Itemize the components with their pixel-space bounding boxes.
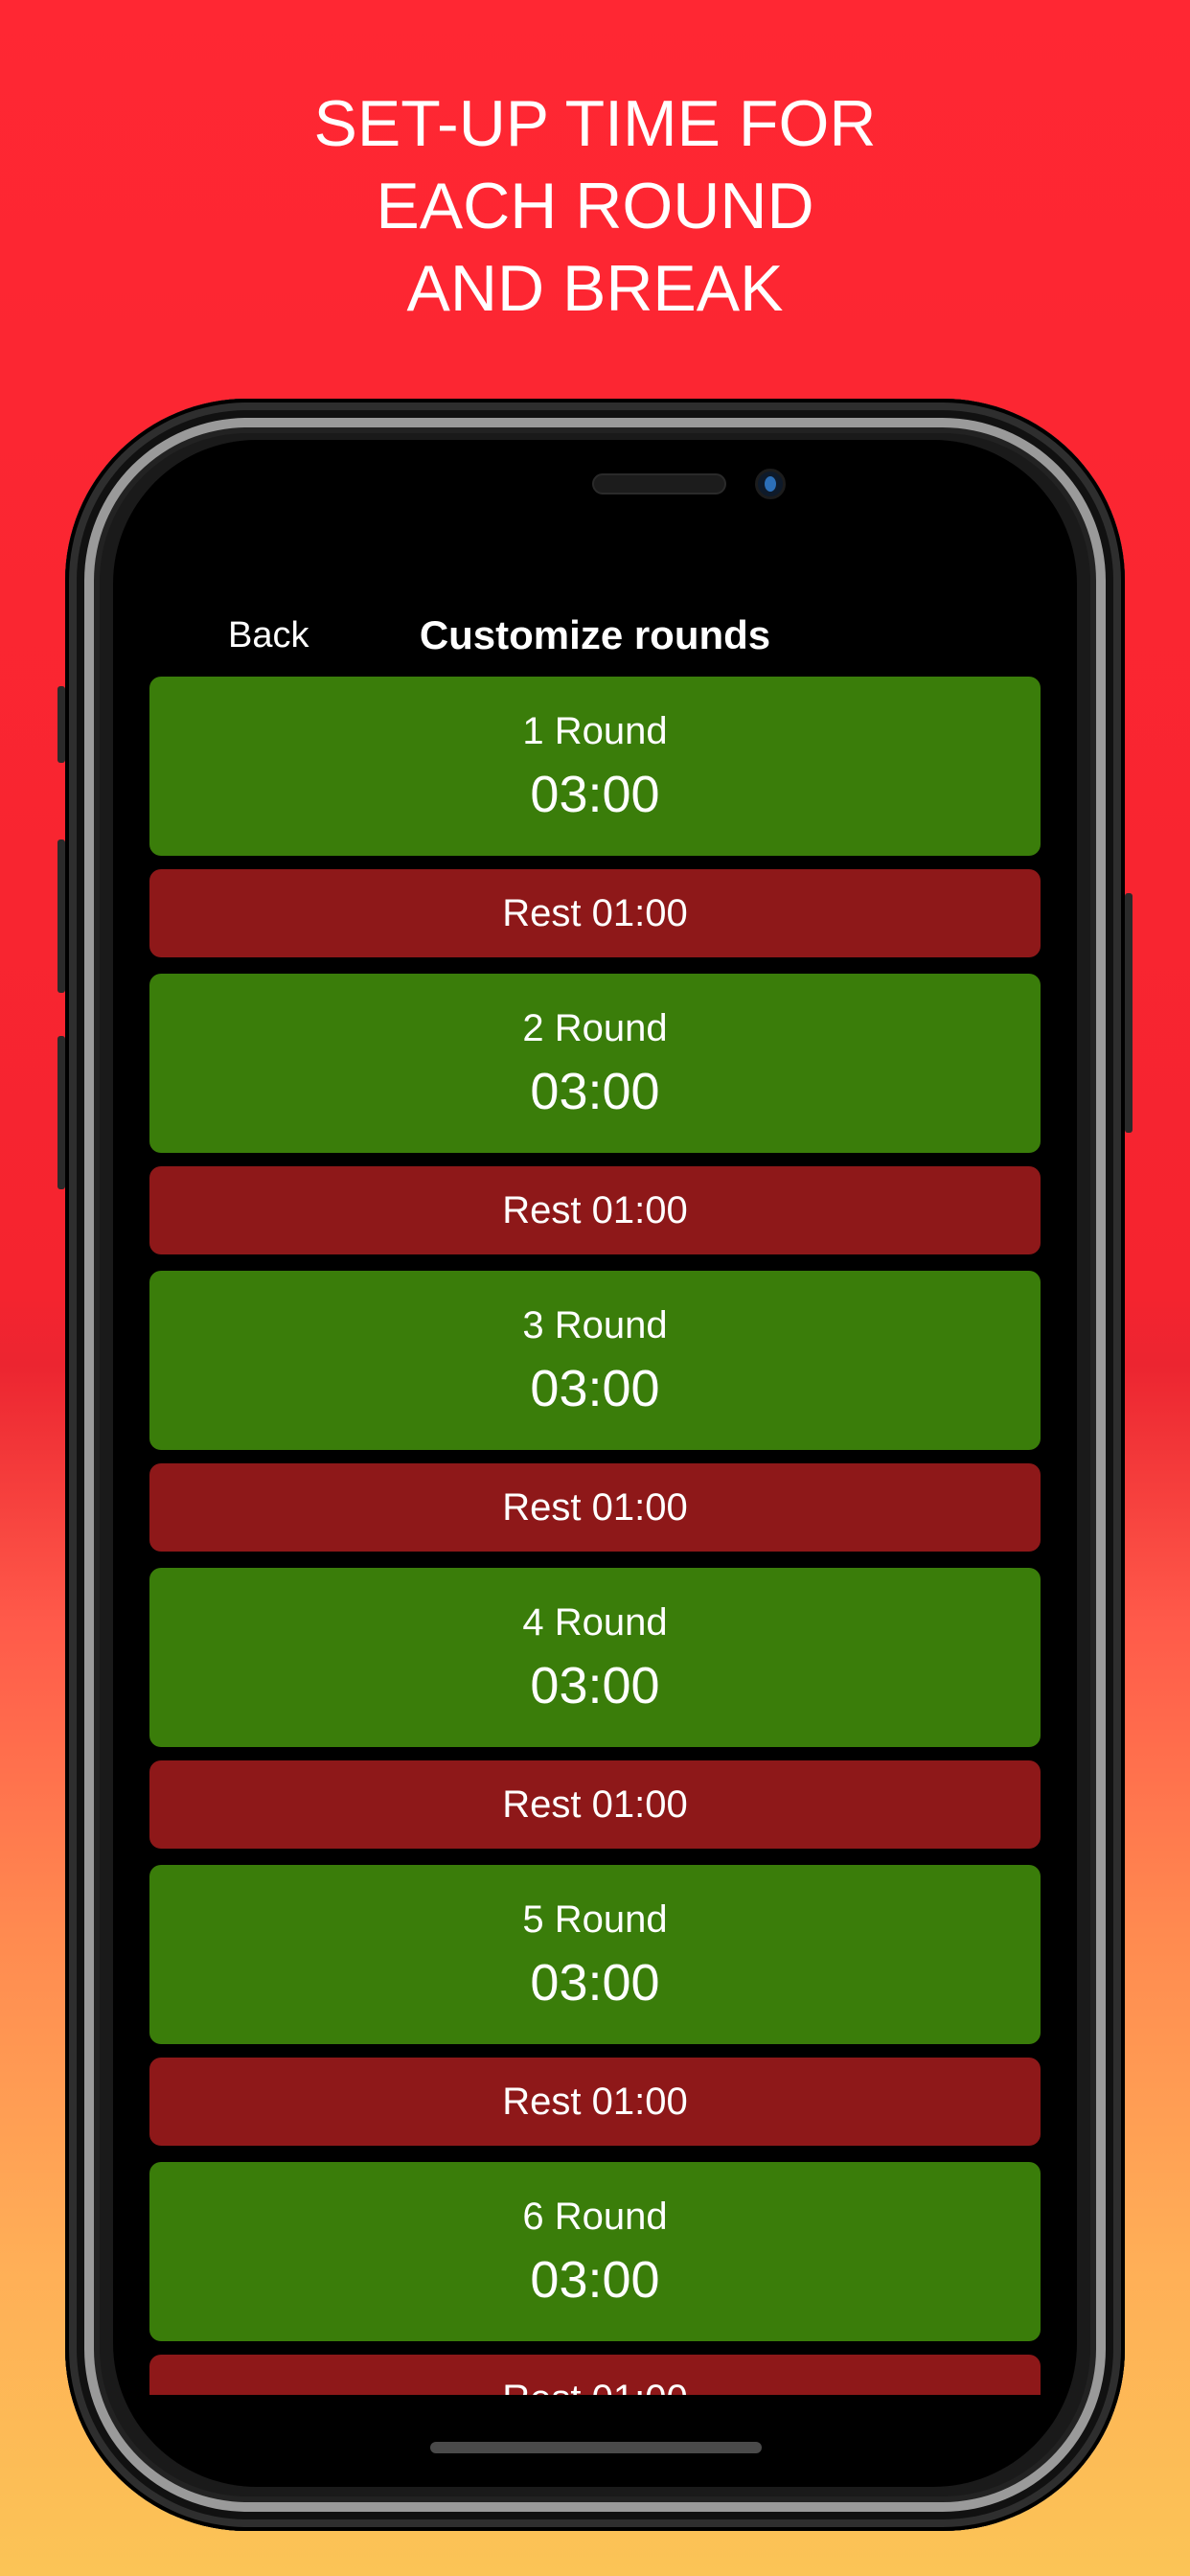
back-button[interactable]: Back xyxy=(228,615,309,656)
promo-headline: SET-UP TIME FOR EACH ROUND AND BREAK xyxy=(0,82,1190,330)
round-time: 03:00 xyxy=(530,2251,660,2309)
camera-icon xyxy=(755,469,786,499)
rest-card[interactable]: Rest 01:00 xyxy=(149,2355,1041,2395)
round-time: 03:00 xyxy=(530,1360,660,1417)
round-time: 03:00 xyxy=(530,1954,660,2012)
power-button xyxy=(1125,893,1133,1133)
rounds-list[interactable]: 1 Round 03:00 Rest 01:00 2 Round 03:00 Rest 0… xyxy=(149,677,1041,2395)
round-name: 4 Round xyxy=(522,1601,668,1644)
volume-up-button xyxy=(57,840,65,993)
round-name: 5 Round xyxy=(522,1898,668,1941)
round-time: 03:00 xyxy=(530,1657,660,1714)
round-name: 6 Round xyxy=(522,2196,668,2238)
page-title: Customize rounds xyxy=(419,612,771,657)
phone-screen: Back Customize rounds 1 Round 03:00 Rest 0… xyxy=(113,440,1077,2487)
round-name: 1 Round xyxy=(522,710,668,752)
headline-line: EACH ROUND xyxy=(376,170,814,242)
rest-card[interactable]: Rest 01:00 xyxy=(149,869,1041,957)
home-indicator[interactable] xyxy=(430,2442,762,2453)
volume-down-button xyxy=(57,1036,65,1189)
phone-frame: Back Customize rounds 1 Round 03:00 Rest 0… xyxy=(57,399,1133,2531)
rest-card[interactable]: Rest 01:00 xyxy=(149,1166,1041,1254)
rest-card[interactable]: Rest 01:00 xyxy=(149,1463,1041,1552)
mute-switch xyxy=(57,686,65,763)
round-time: 03:00 xyxy=(530,1063,660,1120)
speaker-grille xyxy=(592,473,726,494)
round-card[interactable]: 1 Round 03:00 xyxy=(149,677,1041,856)
headline-line: SET-UP TIME FOR xyxy=(313,87,877,160)
round-card[interactable]: 4 Round 03:00 xyxy=(149,1568,1041,1747)
round-name: 3 Round xyxy=(522,1304,668,1346)
round-name: 2 Round xyxy=(522,1007,668,1049)
round-card[interactable]: 5 Round 03:00 xyxy=(149,1865,1041,2044)
rest-card[interactable]: Rest 01:00 xyxy=(149,2058,1041,2146)
round-card[interactable]: 3 Round 03:00 xyxy=(149,1271,1041,1450)
headline-line: AND BREAK xyxy=(406,252,784,325)
rest-card[interactable]: Rest 01:00 xyxy=(149,1760,1041,1849)
round-time: 03:00 xyxy=(530,766,660,823)
round-card[interactable]: 2 Round 03:00 xyxy=(149,974,1041,1153)
round-card[interactable]: 6 Round 03:00 xyxy=(149,2162,1041,2341)
